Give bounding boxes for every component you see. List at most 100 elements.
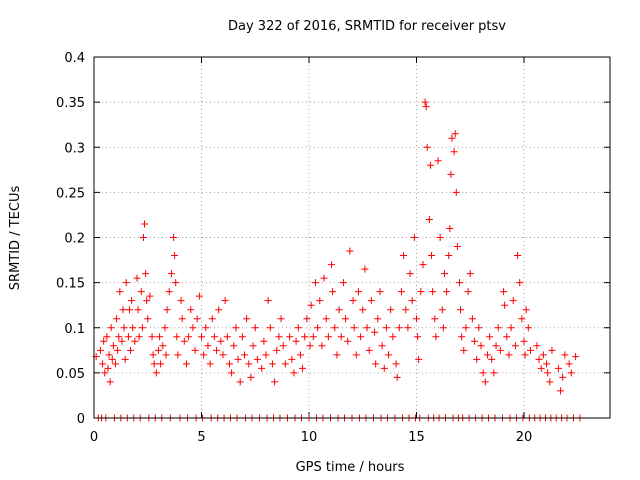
- data-point: [333, 351, 341, 359]
- data-point: [507, 324, 515, 332]
- data-point: [243, 315, 251, 323]
- data-point: [301, 333, 309, 341]
- data-point: [296, 351, 304, 359]
- data-point: [546, 378, 554, 386]
- data-point: [106, 378, 114, 386]
- data-point: [488, 355, 496, 363]
- y-tick-label: 0.3: [64, 141, 85, 156]
- data-point: [142, 270, 150, 278]
- data-point: [494, 324, 502, 332]
- data-point: [346, 247, 354, 255]
- data-point: [477, 342, 485, 350]
- data-point: [468, 315, 476, 323]
- data-point: [419, 261, 427, 269]
- y-tick-label: 0.15: [56, 277, 85, 292]
- data-point: [219, 351, 227, 359]
- data-point: [520, 337, 528, 345]
- data-point: [421, 98, 429, 106]
- data-point: [99, 360, 107, 368]
- data-point: [475, 324, 483, 332]
- data-point: [448, 134, 456, 142]
- y-tick-label: 0.35: [56, 96, 85, 111]
- data-point: [119, 306, 127, 314]
- data-point: [271, 378, 279, 386]
- data-point: [165, 288, 173, 296]
- data-point: [230, 342, 238, 350]
- data-point: [516, 279, 524, 287]
- data-point: [378, 342, 386, 350]
- data-point: [422, 103, 430, 111]
- data-point: [557, 387, 565, 395]
- data-point: [322, 315, 330, 323]
- data-point: [443, 288, 451, 296]
- data-point: [307, 301, 315, 309]
- data-point: [125, 306, 133, 314]
- data-point: [187, 306, 195, 314]
- data-point: [452, 188, 460, 196]
- data-point: [505, 351, 513, 359]
- data-point: [200, 351, 208, 359]
- data-point: [425, 215, 433, 223]
- data-point: [108, 355, 116, 363]
- data-point: [447, 170, 455, 178]
- data-point: [171, 252, 179, 260]
- data-point: [445, 252, 453, 260]
- data-point: [397, 288, 405, 296]
- data-point: [486, 333, 494, 341]
- data-point: [500, 288, 508, 296]
- data-point: [462, 324, 470, 332]
- data-point: [217, 337, 225, 345]
- data-point: [264, 297, 272, 305]
- data-point: [395, 324, 403, 332]
- data-point: [501, 301, 509, 309]
- data-point: [429, 288, 437, 296]
- data-point: [309, 333, 317, 341]
- data-point: [548, 346, 556, 354]
- data-point: [215, 306, 223, 314]
- data-point: [105, 351, 113, 359]
- data-point: [225, 360, 233, 368]
- data-point: [131, 337, 139, 345]
- data-point: [157, 360, 165, 368]
- data-point: [440, 270, 448, 278]
- data-point: [483, 351, 491, 359]
- data-point: [260, 337, 268, 345]
- data-point: [314, 324, 322, 332]
- data-point: [292, 337, 300, 345]
- data-point: [526, 346, 534, 354]
- data-point: [453, 243, 461, 251]
- data-point: [96, 346, 104, 354]
- data-point: [521, 351, 529, 359]
- data-point: [559, 373, 567, 381]
- data-point: [247, 373, 255, 381]
- data-point: [374, 315, 382, 323]
- data-point: [329, 288, 337, 296]
- data-point: [228, 369, 236, 377]
- x-tick-label: 0: [90, 430, 98, 445]
- data-point: [385, 351, 393, 359]
- data-point: [234, 355, 242, 363]
- x-axis-ticks: 0 5 10 15 20: [90, 57, 532, 445]
- data-point: [286, 333, 294, 341]
- data-point: [349, 297, 357, 305]
- data-point: [118, 337, 126, 345]
- data-point: [103, 333, 111, 341]
- data-point: [382, 324, 390, 332]
- data-point: [116, 288, 124, 296]
- data-point: [342, 315, 350, 323]
- data-point: [352, 351, 360, 359]
- x-tick-label: 5: [197, 430, 205, 445]
- data-point: [245, 360, 253, 368]
- data-point: [208, 315, 216, 323]
- data-point: [335, 306, 343, 314]
- data-point: [436, 234, 444, 241]
- data-point: [253, 355, 261, 363]
- data-point: [121, 355, 129, 363]
- data-point: [393, 373, 401, 381]
- data-point: [466, 270, 474, 278]
- data-point: [428, 252, 436, 260]
- data-point: [134, 306, 142, 314]
- data-point: [162, 351, 170, 359]
